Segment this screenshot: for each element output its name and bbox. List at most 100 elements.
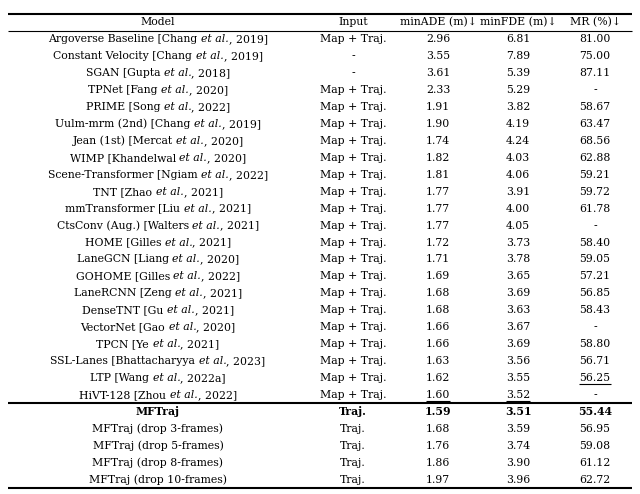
Text: et al.: et al. [167, 305, 195, 315]
Text: 1.59: 1.59 [425, 407, 451, 417]
Text: 1.68: 1.68 [426, 305, 450, 315]
Text: 4.24: 4.24 [506, 136, 530, 146]
Text: MFTraj (drop 10-frames): MFTraj (drop 10-frames) [89, 474, 227, 485]
Text: 3.96: 3.96 [506, 475, 530, 485]
Text: 1.81: 1.81 [426, 170, 450, 180]
Text: SSL-Lanes [Bhattacharyya: SSL-Lanes [Bhattacharyya [51, 356, 199, 366]
Text: et al.: et al. [170, 390, 198, 400]
Text: GOHOME [Gilles: GOHOME [Gilles [76, 271, 173, 282]
Text: 4.19: 4.19 [506, 119, 530, 129]
Text: Map + Traj.: Map + Traj. [320, 288, 387, 298]
Text: et al.: et al. [156, 187, 184, 197]
Text: -: - [593, 221, 597, 231]
Text: , 2018]: , 2018] [191, 68, 230, 78]
Text: Map + Traj.: Map + Traj. [320, 35, 387, 44]
Text: 3.52: 3.52 [506, 390, 530, 400]
Text: Traj.: Traj. [340, 424, 366, 434]
Text: 3.69: 3.69 [506, 339, 530, 349]
Text: 1.68: 1.68 [426, 424, 450, 434]
Text: 3.56: 3.56 [506, 356, 530, 366]
Text: 1.74: 1.74 [426, 136, 450, 146]
Text: TPNet [Fang: TPNet [Fang [88, 85, 161, 95]
Text: Map + Traj.: Map + Traj. [320, 322, 387, 332]
Text: LaneGCN [Liang: LaneGCN [Liang [77, 254, 172, 264]
Text: 4.06: 4.06 [506, 170, 530, 180]
Text: Uulm-mrm (2nd) [Chang: Uulm-mrm (2nd) [Chang [55, 119, 194, 129]
Text: , 2022a]: , 2022a] [180, 373, 226, 383]
Text: 58.67: 58.67 [579, 102, 611, 112]
Text: 1.63: 1.63 [426, 356, 450, 366]
Text: 55.44: 55.44 [578, 407, 612, 417]
Text: SGAN [Gupta: SGAN [Gupta [86, 68, 164, 78]
Text: Traj.: Traj. [340, 441, 366, 451]
Text: Map + Traj.: Map + Traj. [320, 204, 387, 214]
Text: 1.72: 1.72 [426, 238, 450, 247]
Text: et al.: et al. [168, 322, 196, 332]
Text: et al.: et al. [194, 119, 222, 129]
Text: 56.95: 56.95 [579, 424, 611, 434]
Text: et al.: et al. [179, 153, 207, 163]
Text: et al.: et al. [193, 221, 220, 231]
Text: Traj.: Traj. [340, 475, 366, 485]
Text: Map + Traj.: Map + Traj. [320, 187, 387, 197]
Text: 1.62: 1.62 [426, 373, 450, 383]
Text: DenseTNT [Gu: DenseTNT [Gu [82, 305, 167, 315]
Text: 1.66: 1.66 [426, 322, 450, 332]
Text: 3.61: 3.61 [426, 68, 450, 78]
Text: Map + Traj.: Map + Traj. [320, 119, 387, 129]
Text: Map + Traj.: Map + Traj. [320, 339, 387, 349]
Text: 4.03: 4.03 [506, 153, 530, 163]
Text: et al.: et al. [201, 170, 229, 180]
Text: 3.90: 3.90 [506, 457, 530, 468]
Text: 3.82: 3.82 [506, 102, 530, 112]
Text: 3.65: 3.65 [506, 271, 530, 282]
Text: -: - [351, 51, 355, 61]
Text: et al.: et al. [196, 51, 223, 61]
Text: 1.77: 1.77 [426, 204, 450, 214]
Text: 87.11: 87.11 [579, 68, 611, 78]
Text: 59.72: 59.72 [579, 187, 611, 197]
Text: TPCN [Ye: TPCN [Ye [97, 339, 152, 349]
Text: MFTraj (drop 3-frames): MFTraj (drop 3-frames) [93, 423, 223, 434]
Text: et al.: et al. [152, 373, 180, 383]
Text: et al.: et al. [175, 288, 203, 298]
Text: Input: Input [338, 17, 368, 28]
Text: 63.47: 63.47 [579, 119, 611, 129]
Text: 57.21: 57.21 [579, 271, 611, 282]
Text: , 2021]: , 2021] [192, 238, 232, 247]
Text: 61.12: 61.12 [579, 457, 611, 468]
Text: 62.72: 62.72 [579, 475, 611, 485]
Text: 3.67: 3.67 [506, 322, 530, 332]
Text: 7.89: 7.89 [506, 51, 530, 61]
Text: et al.: et al. [152, 339, 180, 349]
Text: mmTransformer [Liu: mmTransformer [Liu [65, 204, 184, 214]
Text: Map + Traj.: Map + Traj. [320, 305, 387, 315]
Text: 56.85: 56.85 [579, 288, 611, 298]
Text: et al.: et al. [184, 204, 212, 214]
Text: Map + Traj.: Map + Traj. [320, 170, 387, 180]
Text: 5.29: 5.29 [506, 85, 530, 95]
Text: 1.86: 1.86 [426, 457, 450, 468]
Text: 75.00: 75.00 [579, 51, 611, 61]
Text: LTP [Wang: LTP [Wang [90, 373, 152, 383]
Text: Traj.: Traj. [340, 457, 366, 468]
Text: Map + Traj.: Map + Traj. [320, 271, 387, 282]
Text: Map + Traj.: Map + Traj. [320, 153, 387, 163]
Text: minFDE (m)↓: minFDE (m)↓ [480, 17, 556, 28]
Text: 1.69: 1.69 [426, 271, 450, 282]
Text: 56.25: 56.25 [579, 373, 611, 383]
Text: et al.: et al. [164, 238, 192, 247]
Text: 1.91: 1.91 [426, 102, 450, 112]
Text: 68.56: 68.56 [579, 136, 611, 146]
Text: CtsConv (Aug.) [Walters: CtsConv (Aug.) [Walters [57, 220, 193, 231]
Text: 58.40: 58.40 [579, 238, 611, 247]
Text: et al.: et al. [199, 356, 227, 366]
Text: WIMP [Khandelwal: WIMP [Khandelwal [70, 153, 179, 163]
Text: 62.88: 62.88 [579, 153, 611, 163]
Text: Traj.: Traj. [339, 407, 367, 417]
Text: MFTraj (drop 8-frames): MFTraj (drop 8-frames) [93, 457, 223, 468]
Text: , 2022]: , 2022] [229, 170, 268, 180]
Text: 1.77: 1.77 [426, 187, 450, 197]
Text: 2.96: 2.96 [426, 35, 450, 44]
Text: MFTraj (drop 5-frames): MFTraj (drop 5-frames) [93, 440, 223, 451]
